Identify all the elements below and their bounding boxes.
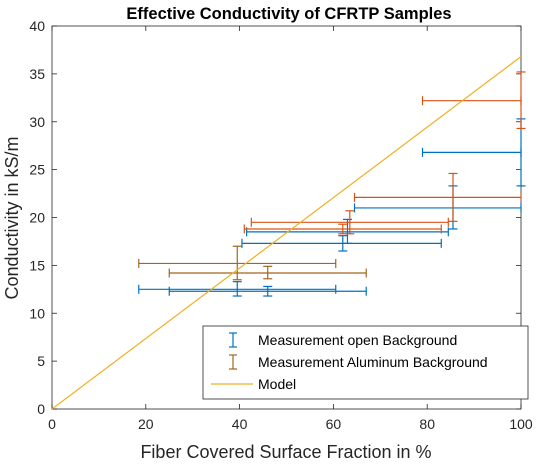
legend-box	[202, 325, 529, 400]
legend-entry: Model	[211, 376, 296, 392]
y-axis-title: Conductivity in kS/m	[2, 136, 22, 299]
y-tick-label: 20	[29, 210, 45, 226]
y-tick-label: 0	[37, 401, 45, 417]
x-tick-label: 0	[48, 416, 56, 432]
y-tick-label: 15	[29, 257, 45, 273]
errorbar-point	[250, 210, 449, 235]
y-tick-label: 40	[29, 18, 45, 34]
x-tick-label: 60	[326, 416, 342, 432]
legend: Measurement open Background Measurement A…	[202, 325, 529, 400]
errorbar-point	[421, 118, 526, 187]
errorbar-point	[421, 71, 526, 130]
errorbar-point	[138, 245, 337, 281]
x-tick-label: 40	[232, 416, 248, 432]
errorbar-point	[168, 265, 367, 280]
legend-entry: Measurement Aluminum Background	[229, 354, 488, 370]
y-tick-label: 10	[29, 305, 45, 321]
x-tick-label: 80	[419, 416, 435, 432]
x-tick-label: 20	[138, 416, 154, 432]
legend-label: Measurement Aluminum Background	[258, 354, 488, 370]
errorbar-point	[241, 235, 442, 252]
chart-title: Effective Conductivity of CFRTP Samples	[126, 5, 451, 23]
errorbar-point	[138, 281, 337, 297]
y-tick-label: 35	[29, 66, 45, 82]
plot-area: 0 20 40 60 80 100 0 5 10 15 20 25 30 35 40	[29, 18, 532, 432]
legend-label: Model	[258, 376, 296, 392]
errorbar-point	[353, 172, 522, 222]
errorbar-point	[246, 218, 449, 244]
x-axis-title: Fiber Covered Surface Fraction in %	[140, 442, 431, 462]
errorbar-point	[243, 223, 442, 235]
legend-label: Measurement open Background	[258, 332, 457, 348]
errorbar-point	[168, 285, 367, 297]
x-tick-label: 100	[509, 416, 533, 432]
y-tick-label: 25	[29, 162, 45, 178]
legend-entry: Measurement open Background	[229, 332, 457, 348]
model-line	[51, 56, 522, 410]
y-tick-label: 30	[29, 114, 45, 130]
y-tick-label: 5	[37, 353, 45, 369]
